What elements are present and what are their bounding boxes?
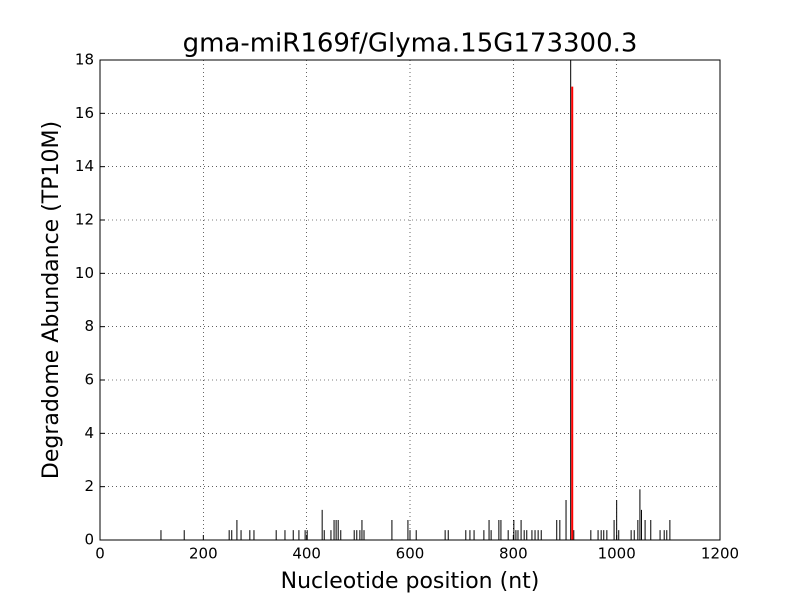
x-tick-label: 1000 [598, 545, 636, 563]
y-tick-label: 0 [84, 531, 94, 549]
x-tick-label: 600 [396, 545, 425, 563]
grid [99, 59, 721, 541]
x-tick-label: 400 [292, 545, 321, 563]
y-tick-label: 4 [84, 424, 94, 442]
y-axis-label: Degradome Abundance (TP10M) [39, 121, 64, 479]
x-tick-label: 0 [95, 545, 105, 563]
x-axis-label: Nucleotide position (nt) [281, 569, 540, 594]
y-tick-label: 10 [75, 264, 94, 282]
y-tick-label: 12 [75, 211, 94, 229]
chart-title: gma-miR169f/Glyma.15G173300.3 [183, 29, 638, 59]
y-tick-label: 6 [84, 371, 94, 389]
y-tick-label: 18 [75, 51, 94, 69]
x-tick-label: 1200 [701, 545, 739, 563]
y-tick-label: 14 [75, 157, 94, 175]
y-tick-label: 2 [84, 477, 94, 495]
x-tick-label: 200 [189, 545, 218, 563]
x-tick-label: 800 [499, 545, 528, 563]
y-tick-label: 16 [75, 104, 94, 122]
y-tick-label: 8 [84, 317, 94, 335]
plot-marks [160, 60, 671, 540]
